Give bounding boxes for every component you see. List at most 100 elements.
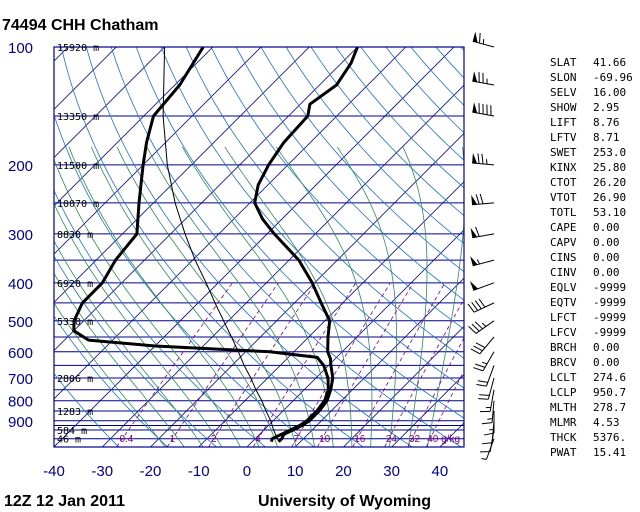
wind-barb	[473, 351, 495, 372]
wind-barb-pennant	[472, 31, 478, 43]
mixing-ratio-label: 10	[319, 434, 331, 445]
moist-adiabat	[68, 146, 260, 447]
index-key: PWAT	[550, 446, 577, 459]
moist-adiabat	[224, 146, 353, 447]
index-value: 278.7	[593, 401, 626, 414]
parcel-line	[162, 47, 280, 442]
index-key: LFCT	[550, 311, 577, 324]
moist-adiabat	[146, 146, 315, 447]
moist-adiabat	[402, 146, 428, 447]
mixing-ratio-line	[425, 369, 464, 447]
mixing-ratio-line	[166, 282, 279, 447]
index-key: KINX	[550, 161, 577, 174]
pressure-tick-label: 700	[8, 371, 33, 388]
pressure-tick-label: 800	[8, 394, 33, 411]
index-value: -9999	[593, 326, 626, 339]
pressure-tick-label: 500	[8, 314, 33, 331]
isotherm-line	[54, 47, 358, 352]
wind-barb-flag	[478, 398, 489, 400]
index-value: 26.90	[593, 191, 626, 204]
index-key: CAPE	[550, 221, 577, 234]
plot-frame	[53, 46, 465, 448]
wind-barb-flag	[479, 394, 490, 396]
index-key: EQTV	[550, 296, 577, 309]
index-key: SHOW	[550, 101, 577, 114]
wind-barb	[472, 71, 495, 86]
moist-adiabat	[426, 146, 464, 447]
pressure-tick-label: 900	[8, 414, 33, 431]
wind-barb-flag	[477, 380, 488, 383]
dry-adiabat	[210, 47, 464, 330]
index-key: BRCH	[550, 341, 577, 354]
wind-barb-pennant	[472, 71, 478, 83]
wind-barb-flag	[476, 384, 487, 387]
wind-barb-staff	[473, 282, 495, 291]
dry-adiabat	[310, 47, 464, 217]
moist-adiabat	[54, 203, 223, 447]
wind-barb-flag	[475, 363, 486, 368]
index-value: -9999	[593, 311, 626, 324]
wind-barb-flag	[474, 300, 482, 310]
wind-barb	[472, 102, 495, 117]
dry-adiabat	[185, 47, 464, 359]
wind-barb	[479, 389, 495, 413]
height-labels: 15920 m 13350 m 11500 m 10070 m 8830 m 6920 m…	[57, 43, 99, 446]
mixing-ratio-labels: 0.4 1 2 4 7 10 16 24 32 40 g/kg	[119, 434, 460, 445]
dry-adiabat	[110, 47, 462, 447]
height-label: 2806 m	[57, 374, 93, 385]
index-key: MLMR	[550, 416, 577, 429]
index-key: SELV	[550, 86, 577, 99]
isotherm-line	[54, 47, 214, 207]
index-key: THCK	[550, 431, 577, 444]
wind-barb	[472, 31, 495, 48]
wind-barb-flag	[481, 153, 484, 165]
isotherm-line	[54, 47, 407, 400]
temperature-tick-label: 20	[335, 463, 352, 480]
height-label: 8830 m	[57, 230, 93, 241]
height-label: 13350 m	[57, 112, 99, 123]
index-key: LCLP	[550, 386, 577, 399]
dry-adiabats	[54, 47, 464, 447]
mixing-ratio-label: 24	[386, 434, 398, 445]
wind-barb	[470, 336, 495, 355]
index-value: 0.00	[593, 236, 620, 249]
temperature-tick-label: -10	[188, 463, 210, 480]
mixing-ratio-label: 2	[211, 434, 217, 445]
wind-barb-flag	[467, 303, 475, 313]
isotherm-line	[101, 84, 464, 447]
index-value: 15.41	[593, 446, 626, 459]
wind-barb-halfflag	[481, 322, 487, 327]
pressure-tick-label: 100	[8, 40, 33, 57]
dry-adiabat	[60, 47, 364, 447]
mixing-ratio-label: 16	[354, 434, 366, 445]
wind-barb-pennant	[470, 227, 478, 238]
index-value: 25.80	[593, 161, 626, 174]
wind-barb-flag	[473, 367, 484, 372]
isotherm-line	[54, 47, 455, 447]
index-key: SWET	[550, 146, 577, 159]
moist-adiabat	[336, 146, 397, 447]
mixing-ratio-label: 7	[293, 434, 299, 445]
temperature-profile	[253, 47, 359, 443]
stability-indices: SLAT 41.66 SLON -69.96 SELV 16.00 SHOW 2.95 LIFT…	[550, 56, 633, 459]
pressure-tick-label: 300	[8, 227, 33, 244]
moist-adiabats	[54, 146, 464, 447]
wind-barb-staff	[482, 351, 495, 372]
wind-barb	[467, 298, 495, 313]
mixing-ratio-label: 1	[170, 434, 176, 445]
mixing-ratio-line	[317, 282, 414, 447]
index-key: CAPV	[550, 236, 577, 249]
height-label: 11500 m	[57, 161, 99, 172]
index-key: LCLT	[550, 371, 577, 384]
height-label: 15920 m	[57, 43, 99, 54]
temperature-tick-label: -20	[140, 463, 162, 480]
index-value: 4.53	[593, 416, 620, 429]
dry-adiabat	[54, 372, 119, 447]
isotherm-line	[294, 277, 464, 447]
index-value: 0.00	[593, 341, 620, 354]
temperature-axis: -40 -30 -20 -10 0 10 20 30 40	[43, 463, 448, 480]
mixing-ratio-label: 0.4	[119, 434, 133, 445]
wind-barb-halfflag	[482, 361, 488, 365]
isotherm-line	[246, 229, 464, 447]
